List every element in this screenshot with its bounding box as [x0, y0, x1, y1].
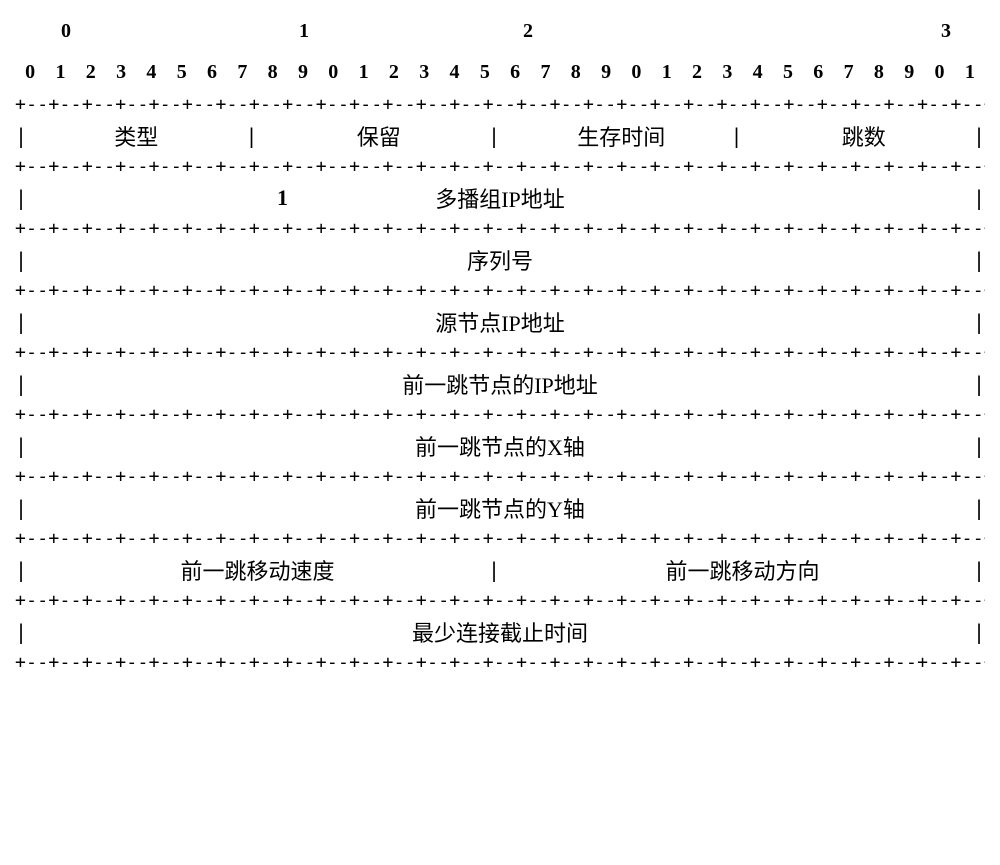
- bit-marker: 8: [561, 61, 591, 84]
- row-separator: +--+--+--+--+--+--+--+--+--+--+--+--+--+…: [15, 280, 985, 302]
- field-cell: 源节点IP地址: [15, 306, 985, 338]
- field-row: 最少连接截止时间: [15, 612, 985, 652]
- field-cell: 最少连接截止时间: [15, 616, 985, 648]
- field-row: 前一跳节点的Y轴: [15, 488, 985, 528]
- bit-marker: 6: [500, 61, 530, 84]
- bit-marker: 5: [470, 61, 500, 84]
- rows-container: +--+--+--+--+--+--+--+--+--+--+--+--+--+…: [15, 94, 985, 674]
- bit-marker: 9: [591, 61, 621, 84]
- field-row: 前一跳节点的X轴: [15, 426, 985, 466]
- bit-marker: 8: [864, 61, 894, 84]
- bit-marker: 3: [409, 61, 439, 84]
- row-separator: +--+--+--+--+--+--+--+--+--+--+--+--+--+…: [15, 342, 985, 364]
- bit-marker: 0: [15, 61, 45, 84]
- packet-format-diagram: 0 1 2 3 01234567890123456789012345678901…: [15, 20, 985, 674]
- row-separator: +--+--+--+--+--+--+--+--+--+--+--+--+--+…: [15, 404, 985, 426]
- field-cell: 类型: [15, 120, 258, 152]
- byte-marker: 3: [737, 20, 979, 43]
- bit-marker: 1: [652, 61, 682, 84]
- bit-marker: 4: [439, 61, 469, 84]
- row-separator: +--+--+--+--+--+--+--+--+--+--+--+--+--+…: [15, 590, 985, 612]
- bit-marker: 2: [379, 61, 409, 84]
- field-cell: 前一跳移动方向: [500, 554, 985, 586]
- row-separator: +--+--+--+--+--+--+--+--+--+--+--+--+--+…: [15, 218, 985, 240]
- bit-marker: 5: [167, 61, 197, 84]
- bit-marker: 2: [682, 61, 712, 84]
- byte-marker: 1: [275, 20, 513, 43]
- bit-marker: 2: [76, 61, 106, 84]
- field-row: 源节点IP地址: [15, 302, 985, 342]
- bit-marker: 0: [621, 61, 651, 84]
- bit-marker: 8: [258, 61, 288, 84]
- field-row: 1多播组IP地址: [15, 178, 985, 218]
- bit-marker: 0: [924, 61, 954, 84]
- field-cell: 生存时间: [500, 120, 743, 152]
- field-cell: 前一跳节点的IP地址: [15, 368, 985, 400]
- bit-marker: 6: [803, 61, 833, 84]
- field-cell: 前一跳节点的X轴: [15, 430, 985, 462]
- field-cell: 跳数: [743, 120, 986, 152]
- bit-marker: 5: [773, 61, 803, 84]
- bit-marker: 4: [136, 61, 166, 84]
- bit-marker: 6: [197, 61, 227, 84]
- row-separator: +--+--+--+--+--+--+--+--+--+--+--+--+--+…: [15, 94, 985, 116]
- row-separator: +--+--+--+--+--+--+--+--+--+--+--+--+--+…: [15, 528, 985, 550]
- row-separator: +--+--+--+--+--+--+--+--+--+--+--+--+--+…: [15, 156, 985, 178]
- bit-marker: 4: [743, 61, 773, 84]
- bit-marker: 0: [318, 61, 348, 84]
- bit-marker: 9: [288, 61, 318, 84]
- bit-offset-header: 01234567890123456789012345678901: [15, 61, 985, 84]
- row-separator: +--+--+--+--+--+--+--+--+--+--+--+--+--+…: [15, 652, 985, 674]
- bit-marker: 1: [955, 61, 985, 84]
- byte-marker: 0: [21, 20, 275, 43]
- field-row: 类型保留生存时间跳数: [15, 116, 985, 156]
- field-cell: 序列号: [15, 244, 985, 276]
- bit-marker: 1: [45, 61, 75, 84]
- field-row: 前一跳节点的IP地址: [15, 364, 985, 404]
- bit-marker: 9: [894, 61, 924, 84]
- row-separator: +--+--+--+--+--+--+--+--+--+--+--+--+--+…: [15, 466, 985, 488]
- bit-marker: 3: [712, 61, 742, 84]
- bit-marker: 7: [530, 61, 560, 84]
- field-cell: 前一跳节点的Y轴: [15, 492, 985, 524]
- field-cell: 多播组IP地址: [15, 182, 985, 214]
- field-row: 序列号: [15, 240, 985, 280]
- field-cell: 前一跳移动速度: [15, 554, 500, 586]
- byte-marker: 2: [513, 20, 737, 43]
- bit-marker: 1: [348, 61, 378, 84]
- field-row: 前一跳移动速度前一跳移动方向: [15, 550, 985, 590]
- bit-marker: 7: [227, 61, 257, 84]
- bit-marker: 3: [106, 61, 136, 84]
- field-cell: 保留: [258, 120, 501, 152]
- bit-marker: 7: [833, 61, 863, 84]
- byte-offset-header: 0 1 2 3: [15, 20, 985, 43]
